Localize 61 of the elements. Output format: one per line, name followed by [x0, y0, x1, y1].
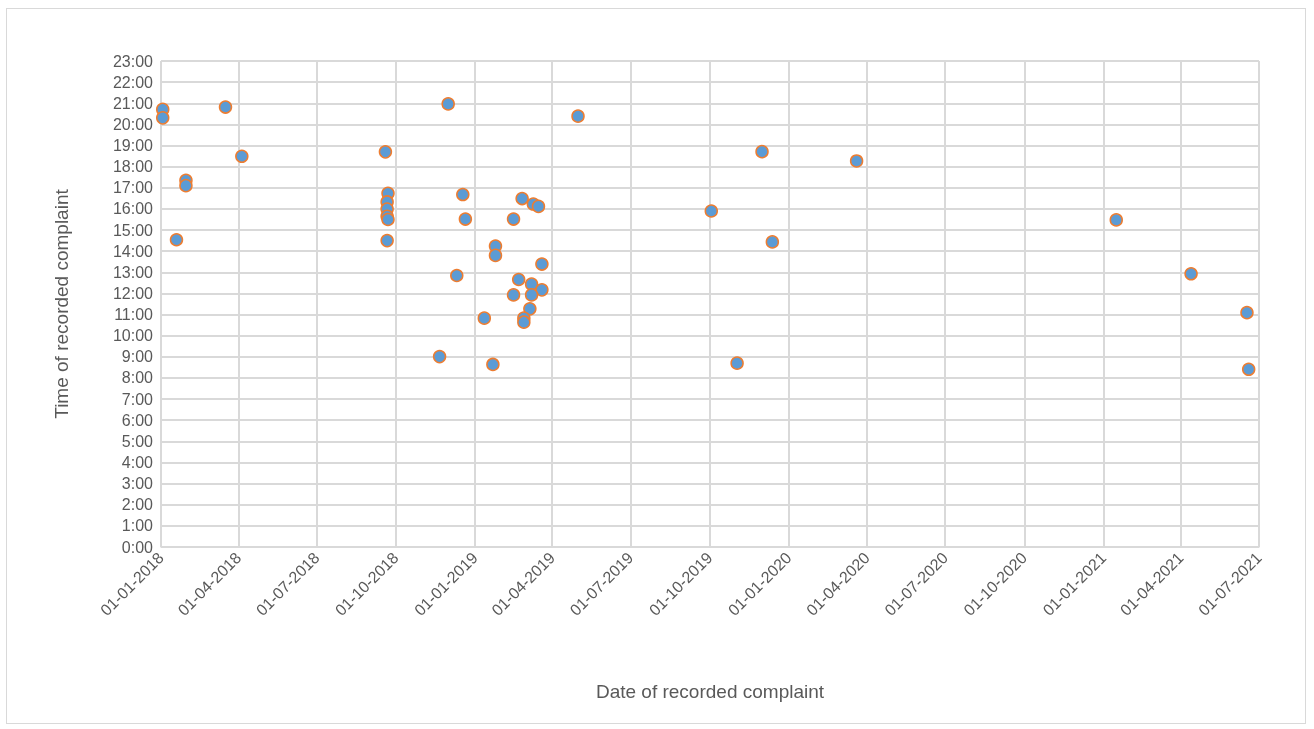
y-tick-label: 12:00 [112, 284, 154, 302]
point [1109, 213, 1124, 227]
y-tick-label: 4:00 [121, 453, 154, 471]
y-tick-label: 10:00 [112, 327, 154, 345]
point [1241, 362, 1256, 377]
y-tick-label: 18:00 [112, 158, 154, 176]
point [1240, 305, 1254, 320]
y-tick-label: 9:00 [121, 348, 154, 366]
y-tick-label: 19:00 [112, 137, 154, 155]
point [380, 233, 394, 248]
y-tick-label: 8:00 [121, 369, 154, 387]
point [523, 302, 537, 316]
point [755, 144, 769, 159]
point [486, 357, 500, 372]
point [517, 315, 531, 329]
y-tick-label: 17:00 [112, 179, 154, 197]
point [458, 212, 473, 226]
point [730, 356, 744, 370]
point [765, 235, 780, 249]
point [179, 178, 193, 193]
y-tick-label: 16:00 [112, 200, 154, 218]
point [432, 349, 447, 364]
point [155, 111, 170, 125]
point [235, 149, 249, 164]
point [378, 145, 393, 159]
point [477, 311, 492, 325]
y-tick-label: 13:00 [112, 263, 154, 281]
point [506, 288, 521, 302]
point [169, 233, 184, 247]
point [535, 283, 549, 297]
y-axis-title: Time of recorded complaint [51, 188, 72, 419]
y-tick-label: 11:00 [114, 306, 154, 324]
point [515, 191, 529, 206]
point [218, 100, 233, 114]
point [511, 272, 526, 287]
point [704, 204, 719, 218]
y-tick-label: 0:00 [121, 538, 154, 556]
point [535, 257, 549, 271]
point [506, 212, 521, 226]
y-tick-label: 20:00 [112, 115, 154, 133]
y-tick-label: 23:00 [112, 52, 154, 70]
y-tick-label: 14:00 [112, 242, 154, 260]
y-tick-label: 22:00 [112, 73, 154, 91]
y-tick-label: 5:00 [121, 432, 154, 450]
y-tick-label: 21:00 [112, 94, 154, 112]
x-axis-title: Date of recorded complaint [595, 681, 825, 702]
y-tick-label: 3:00 [121, 475, 154, 493]
y-tick-label: 15:00 [112, 221, 154, 239]
y-tick-label: 7:00 [121, 390, 154, 408]
y-tick-label: 6:00 [121, 411, 154, 429]
y-tick-label: 2:00 [121, 496, 154, 514]
y-tick-label: 1:00 [121, 517, 154, 535]
point [849, 154, 864, 168]
point [1184, 267, 1198, 281]
point [456, 187, 470, 202]
point [441, 97, 455, 111]
point [488, 248, 503, 263]
point [571, 109, 585, 123]
point [450, 268, 464, 283]
point [531, 199, 546, 214]
point [524, 288, 539, 302]
